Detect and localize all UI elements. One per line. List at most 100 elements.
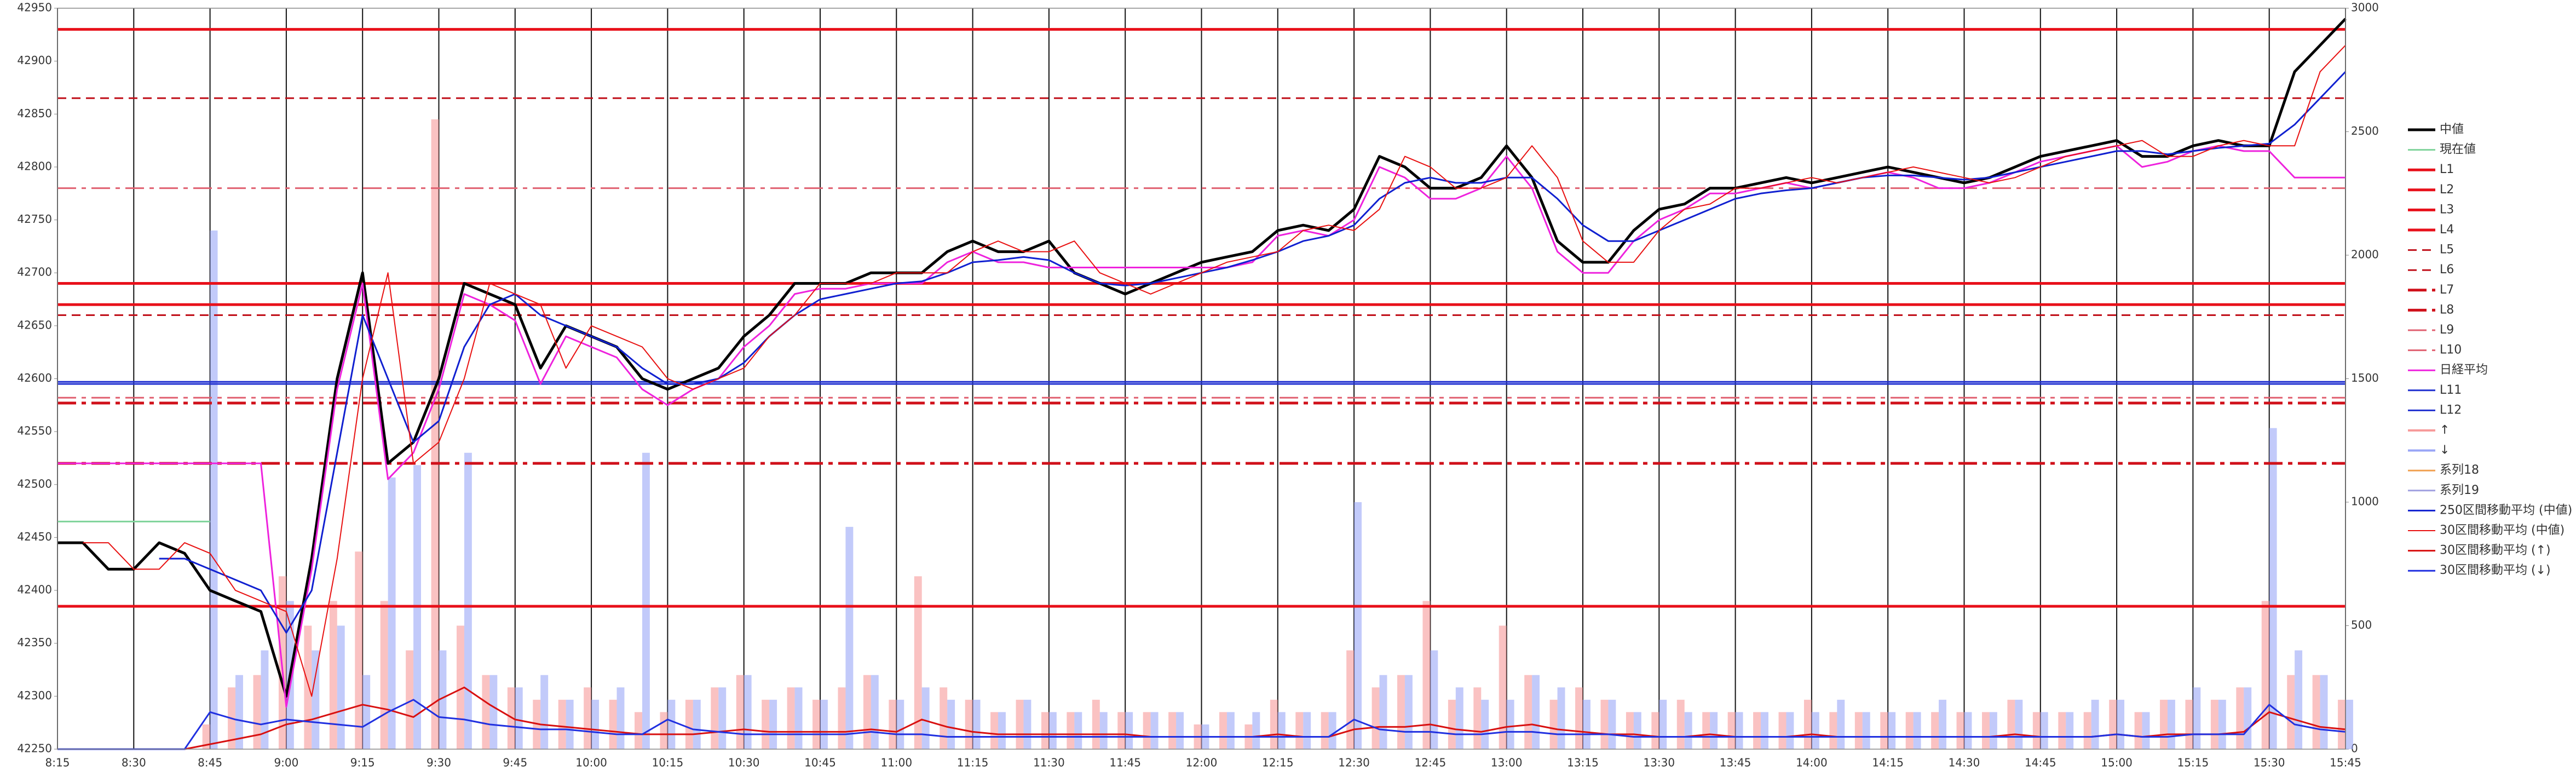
volume-bar (1659, 699, 1667, 749)
legend-label: L10 (2440, 343, 2462, 357)
volume-bar (1778, 712, 1787, 749)
legend-label: 250区間移動平均 (中値) (2440, 503, 2572, 517)
legend-label: 系列19 (2440, 484, 2479, 497)
volume-bar (1600, 699, 1609, 749)
volume-bar (1575, 687, 1583, 749)
volume-bar (1727, 712, 1736, 749)
legend-label: 中値 (2440, 123, 2464, 136)
volume-bar (1549, 699, 1558, 749)
volume-bar (558, 699, 566, 749)
volume-bar (1219, 712, 1227, 749)
y-tick-label: 42450 (17, 530, 52, 543)
volume-bar (1252, 712, 1260, 749)
x-tick-label: 9:45 (503, 756, 527, 769)
legend-label: 現在値 (2440, 143, 2476, 157)
x-tick-label: 13:45 (1720, 756, 1751, 769)
legend-label: L4 (2440, 223, 2454, 237)
volume-bar (1117, 712, 1126, 749)
x-tick-label: 10:30 (728, 756, 760, 769)
volume-bar (2346, 699, 2353, 749)
volume-bar (2015, 699, 2023, 749)
volume-bar (2040, 712, 2048, 749)
volume-bar (1422, 601, 1431, 749)
x-tick-label: 14:00 (1796, 756, 1828, 769)
volume-bar (2261, 601, 2269, 749)
volume-bar (812, 699, 820, 749)
volume-bar (2167, 699, 2175, 749)
y-tick-label: 42350 (17, 636, 52, 649)
legend-label: L12 (2440, 403, 2462, 417)
volume-bar (2032, 712, 2041, 749)
volume-bar (940, 687, 948, 749)
volume-bar (1150, 712, 1159, 749)
volume-bar (718, 687, 727, 749)
volume-bar (540, 675, 549, 749)
volume-bar (921, 687, 930, 749)
x-tick-label: 11:45 (1109, 756, 1141, 769)
x-tick-label: 15:15 (2177, 756, 2209, 769)
volume-bar (863, 675, 871, 749)
volume-bar (210, 230, 218, 749)
volume-bar (1481, 699, 1489, 749)
y2-tick-label: 3000 (2351, 1, 2379, 14)
volume-bar (1905, 712, 1914, 749)
x-tick-label: 10:45 (804, 756, 836, 769)
volume-bar (2185, 699, 2193, 749)
legend-label: L8 (2440, 303, 2454, 317)
volume-bar (1092, 699, 1100, 749)
volume-bar (965, 699, 973, 749)
volume-bar (312, 650, 320, 749)
volume-bar (1989, 712, 1997, 749)
x-tick-label: 9:30 (427, 756, 451, 769)
volume-bar (1295, 712, 1304, 749)
y-tick-label: 42800 (17, 159, 52, 173)
volume-bar (1583, 699, 1590, 749)
x-tick-label: 11:15 (957, 756, 989, 769)
volume-bar (439, 650, 447, 749)
volume-bar (1735, 712, 1743, 749)
volume-bar (1016, 699, 1024, 749)
y-tick-label: 42500 (17, 477, 52, 490)
volume-bar (1862, 712, 1870, 749)
legend-label: 30区間移動平均 (↓) (2440, 564, 2551, 577)
volume-bar (736, 675, 744, 749)
y2-tick-label: 1500 (2351, 371, 2379, 384)
volume-bar (1888, 712, 1896, 749)
volume-bar (1964, 712, 1972, 749)
volume-bar (1633, 712, 1641, 749)
legend-label: L7 (2440, 283, 2454, 297)
volume-bar (998, 712, 1006, 749)
volume-bar (1176, 712, 1184, 749)
series-line (57, 18, 2347, 698)
volume-bar (591, 699, 600, 749)
volume-bar (1532, 675, 1540, 749)
volume-bar (1404, 675, 1413, 749)
volume-bar (990, 712, 999, 749)
series-line (57, 145, 2346, 708)
volume-bar (1880, 712, 1888, 749)
y-tick-label: 42950 (17, 1, 52, 14)
x-tick-label: 11:00 (880, 756, 912, 769)
y-tick-label: 42750 (17, 212, 52, 226)
volume-bar (1626, 712, 1634, 749)
volume-bar (2295, 650, 2303, 749)
volume-bar (820, 699, 828, 749)
y-tick-label: 42250 (17, 742, 52, 755)
volume-bar (2007, 699, 2015, 749)
x-tick-label: 8:30 (122, 756, 146, 769)
volume-bar (1854, 712, 1863, 749)
volume-bar (1956, 712, 1964, 749)
volume-bar (871, 675, 879, 749)
volume-bar (1270, 699, 1278, 749)
legend-label: 30区間移動平均 (中値) (2440, 524, 2565, 537)
x-tick-label: 11:30 (1033, 756, 1065, 769)
volume-bar (2210, 699, 2218, 749)
volume-bar (431, 119, 439, 750)
volume-bar (329, 601, 337, 749)
volume-bar (642, 452, 650, 749)
volume-bar (1982, 712, 1990, 749)
x-tick-label: 10:15 (652, 756, 684, 769)
volume-bar (1786, 712, 1794, 749)
